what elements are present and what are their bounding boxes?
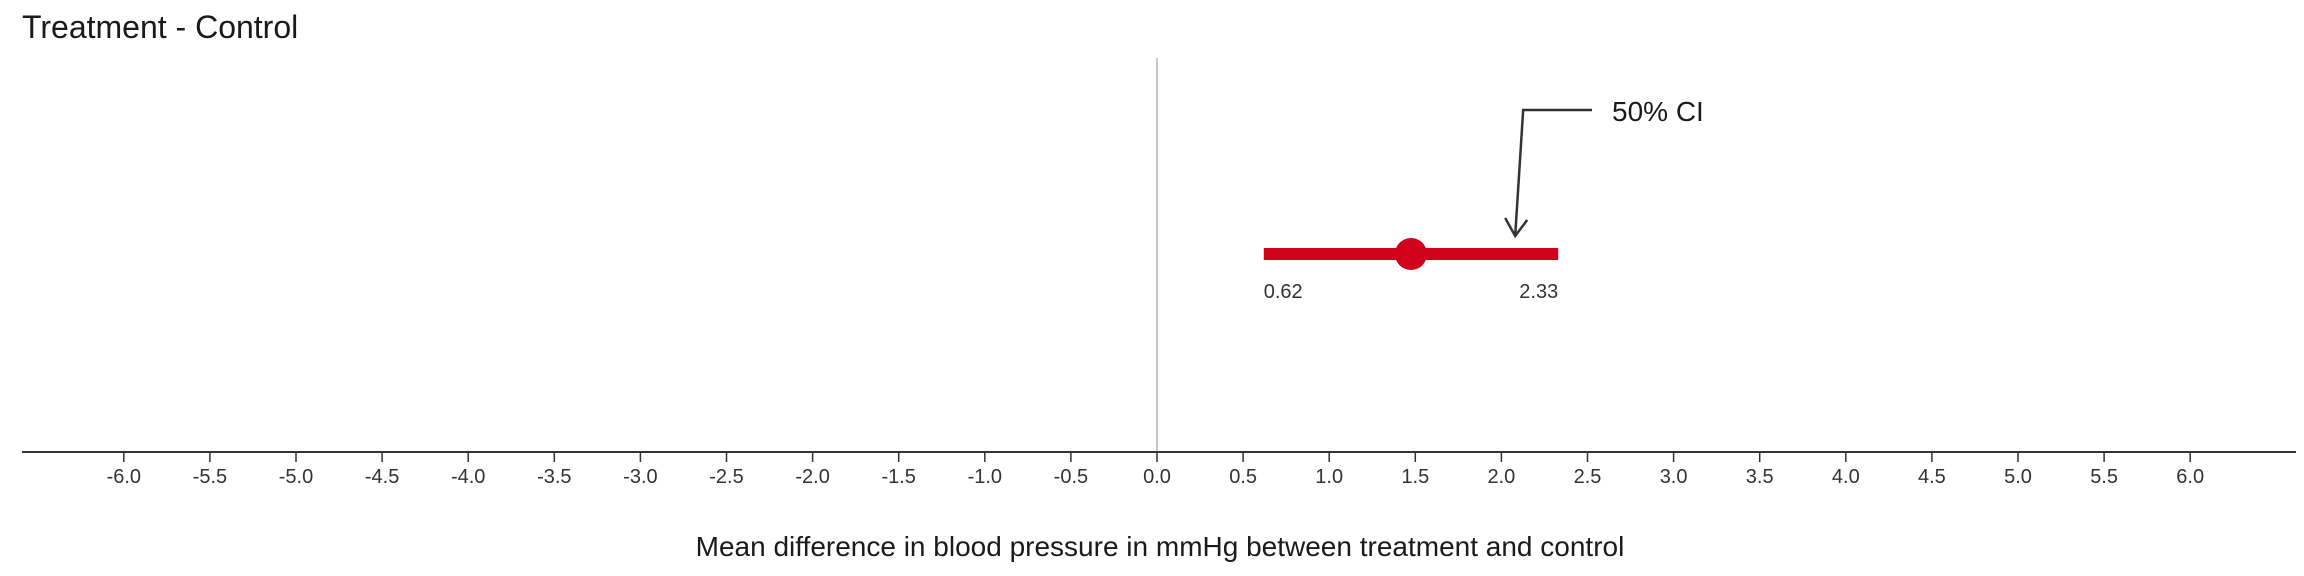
x-tick-label: 6.0 — [2176, 466, 2204, 488]
x-axis-label: Mean difference in blood pressure in mmH… — [696, 531, 1625, 562]
x-tick-label: 4.0 — [1832, 466, 1860, 488]
x-tick-label: -2.0 — [795, 466, 829, 488]
x-tick-label: 3.0 — [1660, 466, 1688, 488]
x-tick-label: 3.5 — [1746, 466, 1774, 488]
point-estimate-marker — [1394, 238, 1427, 270]
chart-title: Treatment - Control — [22, 9, 298, 45]
x-tick-label: -1.5 — [881, 466, 915, 488]
x-tick-label: 0.0 — [1143, 466, 1171, 488]
x-tick-label: -5.0 — [279, 466, 313, 488]
x-tick-label: -2.5 — [709, 466, 743, 488]
x-tick-label: 1.5 — [1401, 466, 1429, 488]
x-tick-label: -6.0 — [107, 466, 141, 488]
x-tick-label: 1.0 — [1315, 466, 1343, 488]
ci-lower-label: 0.62 — [1264, 281, 1303, 303]
x-tick-label: 5.0 — [2004, 466, 2032, 488]
x-axis-ticks: -6.0 -5.5 -5.0 -4.5 -4.0 -3.5 -3.0 -2.5 -2.0 -1.5… — [107, 452, 2204, 488]
annotation-label: 50% CI — [1612, 96, 1704, 127]
x-tick-label: -4.5 — [365, 466, 399, 488]
x-tick-label: 0.5 — [1229, 466, 1257, 488]
ci-upper-label: 2.33 — [1519, 281, 1558, 303]
x-tick-label: -3.5 — [537, 466, 571, 488]
x-tick-label: -5.5 — [193, 466, 227, 488]
x-tick-label: 5.5 — [2090, 466, 2118, 488]
x-tick-label: -4.0 — [451, 466, 485, 488]
x-tick-label: -0.5 — [1054, 466, 1088, 488]
x-tick-label: 2.5 — [1574, 466, 1602, 488]
x-tick-label: -3.0 — [623, 466, 657, 488]
annotation-arrow — [1504, 108, 1592, 239]
x-tick-label: 2.0 — [1487, 466, 1515, 488]
x-tick-label: 4.5 — [1918, 466, 1946, 488]
x-tick-label: -1.0 — [968, 466, 1002, 488]
